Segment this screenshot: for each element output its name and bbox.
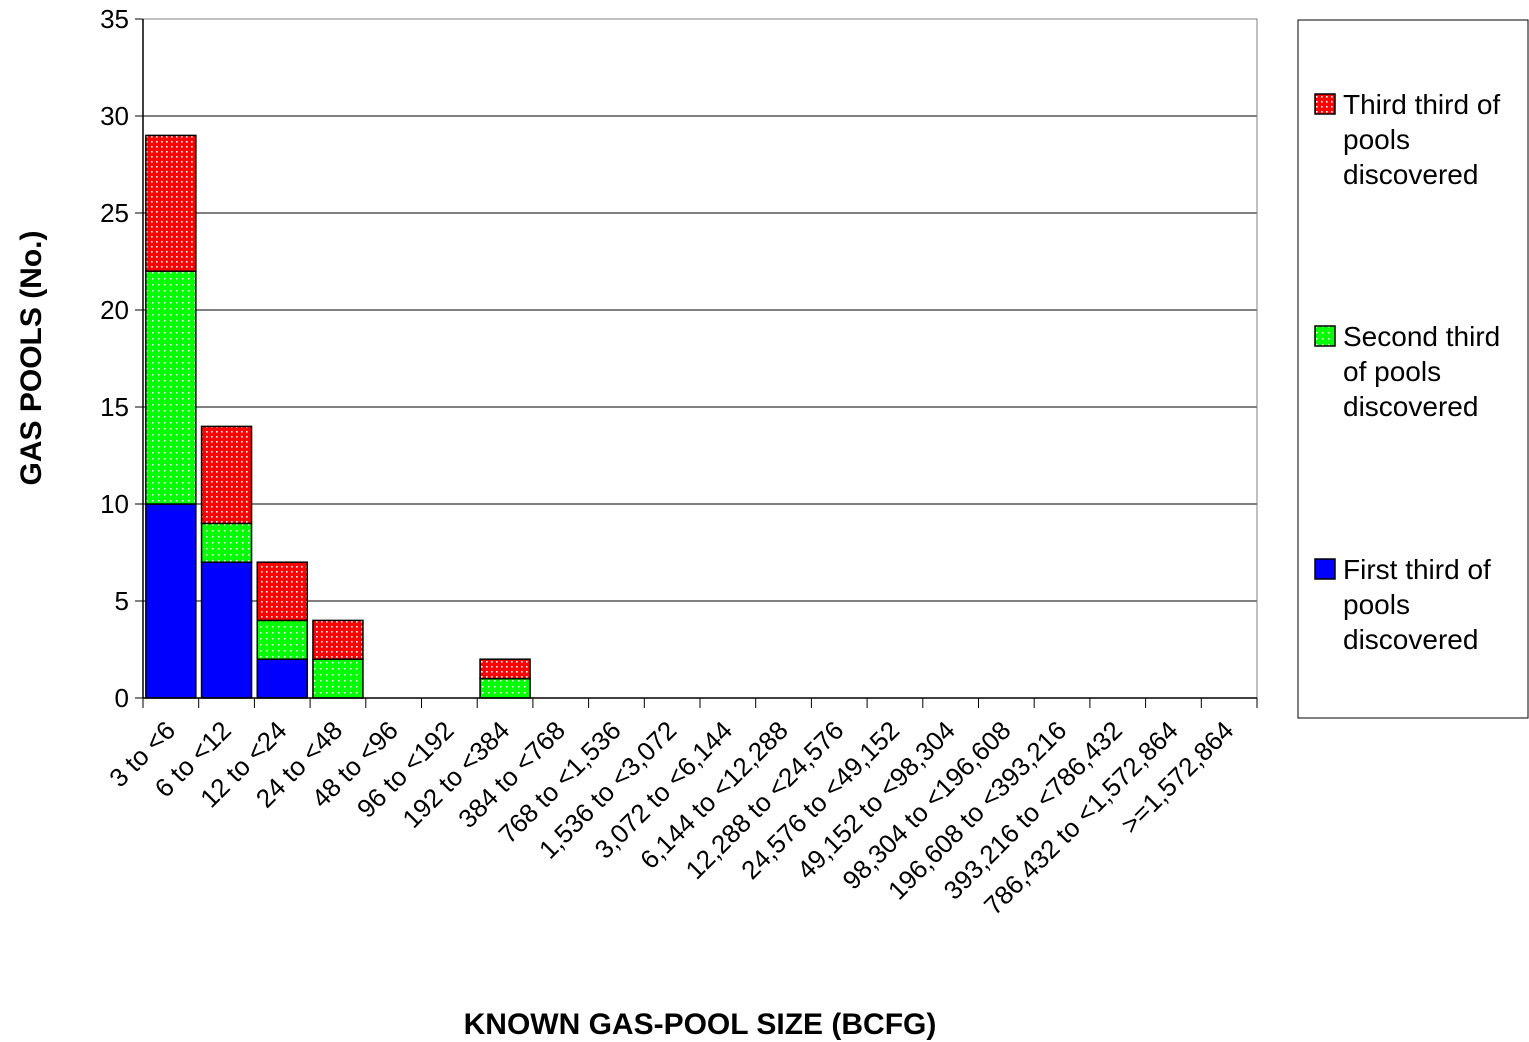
y-tick-label: 0 xyxy=(115,683,129,713)
bar-segment xyxy=(256,561,308,622)
legend-label: Second third of pools discovered xyxy=(1343,321,1500,422)
bar-segment xyxy=(145,503,197,699)
legend-label: First third of pools discovered xyxy=(1343,554,1491,655)
legend-swatch xyxy=(1314,558,1336,580)
y-axis-title: GAS POOLS (No.) xyxy=(15,231,48,486)
legend-box xyxy=(1297,19,1529,719)
bar-segment xyxy=(479,658,531,680)
plot-area xyxy=(142,18,1258,699)
y-tick-label: 5 xyxy=(115,586,129,616)
y-tick-label: 30 xyxy=(100,101,129,131)
bar-segment xyxy=(312,658,364,699)
bar-segment xyxy=(200,522,253,563)
bar-segment xyxy=(312,619,364,660)
x-axis-title: KNOWN GAS-POOL SIZE (BCFG) xyxy=(464,1008,937,1041)
bar-segment xyxy=(145,134,197,272)
y-tick-label: 20 xyxy=(100,295,129,325)
bar-segment xyxy=(256,619,308,660)
bar-segment xyxy=(256,658,308,699)
y-tick-label: 35 xyxy=(100,4,129,34)
legend: Third third of pools discovered Second thir… xyxy=(1297,19,1529,719)
legend-swatch xyxy=(1314,325,1336,347)
axes xyxy=(142,19,1257,699)
y-tick-label: 15 xyxy=(100,392,129,422)
bar-segment xyxy=(200,561,253,699)
y-tick-label: 10 xyxy=(100,489,129,519)
bars xyxy=(145,134,531,699)
legend-label: Third third of pools discovered xyxy=(1343,89,1500,190)
y-tick-labels: 0 5 10 15 20 25 30 35 xyxy=(100,4,129,713)
bar-segment xyxy=(145,270,197,505)
y-tick-label: 25 xyxy=(100,198,129,228)
legend-swatch xyxy=(1314,93,1336,115)
grid-lines xyxy=(135,18,1258,708)
bar-segment xyxy=(479,677,531,699)
bar-segment xyxy=(200,425,253,525)
